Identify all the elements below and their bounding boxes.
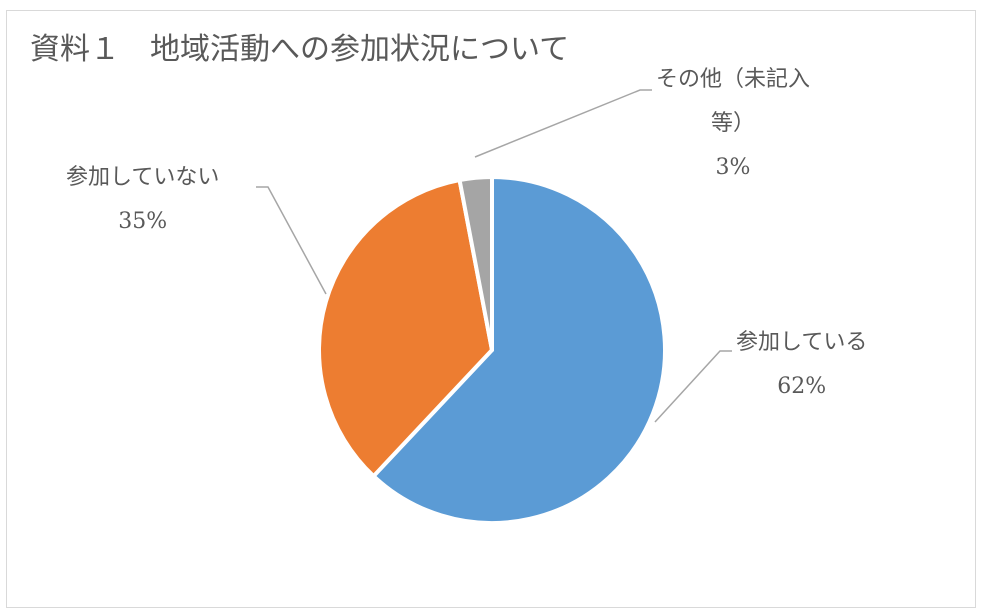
slice-label-participating-name: 参加している bbox=[736, 330, 868, 355]
pie-slice-not-participating bbox=[317, 178, 494, 479]
leader-line-not-participating bbox=[256, 186, 327, 295]
slice-label-other-percent: 3% bbox=[715, 155, 751, 180]
leader-line-participating bbox=[654, 350, 732, 423]
pie-slice-other bbox=[457, 175, 494, 352]
slice-label-other: その他（未記入 等） 3% bbox=[656, 58, 810, 190]
pie-slice-participating bbox=[371, 175, 667, 525]
slice-label-participating-percent: 62% bbox=[777, 374, 827, 399]
leader-line-other bbox=[474, 89, 652, 158]
chart-title: 資料１ 地域活動への参加状況について bbox=[30, 32, 570, 67]
slice-label-not-participating-percent: 35% bbox=[118, 209, 168, 234]
slice-label-not-participating: 参加していない 35% bbox=[66, 156, 219, 244]
slice-label-other-name-line1: その他（未記入 bbox=[656, 67, 811, 92]
slice-label-participating: 参加している 62% bbox=[736, 321, 867, 409]
slice-label-not-participating-name: 参加していない bbox=[66, 165, 220, 190]
slice-label-other-name-line2: 等） bbox=[711, 111, 756, 136]
